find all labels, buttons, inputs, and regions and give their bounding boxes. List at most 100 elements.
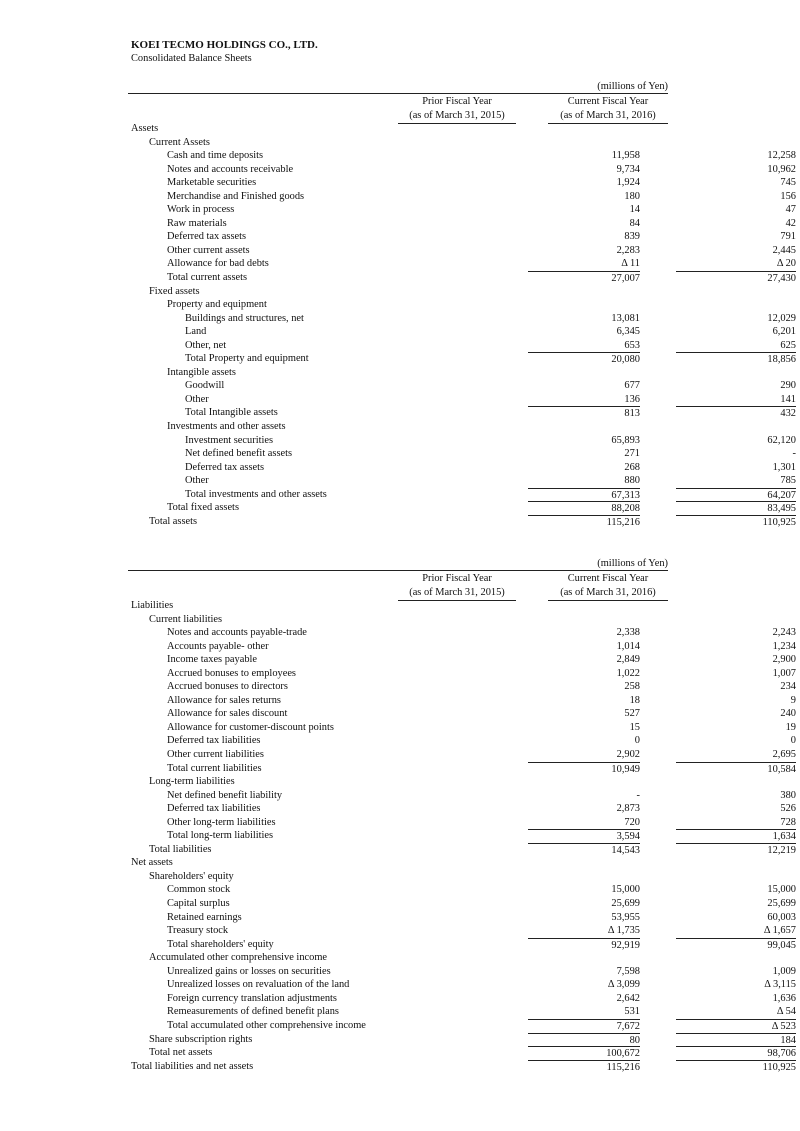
prior-value: 653 <box>624 339 640 351</box>
row-label: Total investments and other assets <box>185 488 327 500</box>
current-value: 2,445 <box>772 244 796 256</box>
prior-value: 115,216 <box>528 514 640 529</box>
row-label: Goodwill <box>185 380 225 392</box>
prior-value: 720 <box>624 816 640 828</box>
table-row: Other 880 785 <box>128 474 796 488</box>
row-label: Other <box>185 393 209 405</box>
row-label: Land <box>185 326 207 338</box>
table-row: Total fixed assets 88,208 83,495 <box>128 501 796 515</box>
table-row: Land 6,345 6,201 <box>128 325 796 339</box>
row-label: Allowance for customer-discount points <box>167 721 334 733</box>
table-row: Deferred tax assets 268 1,301 <box>128 461 796 475</box>
prior-value: Δ 3,099 <box>607 979 640 991</box>
prior-value: 25,699 <box>611 898 640 910</box>
row-label: Unrealized gains or losses on securities <box>167 965 331 977</box>
row-label: Investment securities <box>185 434 274 446</box>
current-value: 1,007 <box>772 667 796 679</box>
prior-year-header: Prior Fiscal Year (as of March 31, 2015) <box>398 95 516 124</box>
table-row: Share subscription rights 80 184 <box>128 1032 796 1047</box>
row-label: Shareholders' equity <box>149 870 234 882</box>
table-row: Other current assets 2,283 2,445 <box>128 244 796 258</box>
current-value: 745 <box>780 177 796 189</box>
table-row: Other 136 141 <box>128 393 796 407</box>
table-row: Marketable securities 1,924 745 <box>128 176 796 190</box>
prior-value: 20,080 <box>528 352 640 366</box>
current-value: 156 <box>780 190 796 202</box>
liabilities-rows: Liabilities Current liabilities Notes and … <box>128 599 796 1073</box>
table-row: Other current liabilities 2,902 2,695 <box>128 748 796 762</box>
table-row: Accrued bonuses to employees 1,022 1,007 <box>128 667 796 681</box>
row-label: Assets <box>131 123 159 134</box>
table-row: Current liabilities <box>128 613 668 627</box>
table-row: Investment securities 65,893 62,120 <box>128 434 796 448</box>
current-value: 10,962 <box>767 163 796 175</box>
row-label: Accumulated other comprehensive income <box>149 952 328 964</box>
prior-value: 53,955 <box>611 911 640 923</box>
row-label: Total current assets <box>167 272 248 284</box>
prior-value: 1,022 <box>616 667 640 679</box>
prior-value: 531 <box>624 1006 640 1018</box>
current-value: 47 <box>785 204 796 216</box>
table-row: Total current liabilities 10,949 10,584 <box>128 761 796 776</box>
prior-value: 2,642 <box>616 992 640 1004</box>
prior-value: 100,672 <box>528 1046 640 1060</box>
table-row: Cash and time deposits 11,958 12,258 <box>128 149 796 163</box>
table-row: Unrealized losses on revaluation of the … <box>128 978 796 992</box>
row-label: Allowance for bad debts <box>167 258 269 270</box>
current-value: 526 <box>780 803 796 815</box>
current-value: 99,045 <box>676 937 796 952</box>
row-label: Notes and accounts receivable <box>167 163 294 175</box>
table-row: Capital surplus 25,699 25,699 <box>128 897 796 911</box>
row-label: Deferred tax liabilities <box>167 803 261 815</box>
row-label: Income taxes payable <box>167 654 258 666</box>
table-row: Buildings and structures, net 13,081 12,02… <box>128 312 796 326</box>
table-row: Notes and accounts receivable 9,734 10,962 <box>128 163 796 177</box>
current-value: 12,219 <box>676 842 796 857</box>
current-value: - <box>792 448 796 460</box>
row-label: Total shareholders' equity <box>167 938 274 950</box>
prior-value: 258 <box>624 681 640 693</box>
table-row: Goodwill 677 290 <box>128 379 796 393</box>
table-row: Net defined benefit assets 271 - <box>128 447 796 461</box>
row-label: Total fixed assets <box>167 502 239 514</box>
prior-value: 880 <box>624 475 640 487</box>
table-row: Accrued bonuses to directors 258 234 <box>128 680 796 694</box>
row-label: Treasury stock <box>167 925 229 937</box>
current-value: 240 <box>780 708 796 720</box>
row-label: Share subscription rights <box>149 1033 253 1045</box>
prior-value: 14 <box>629 204 640 216</box>
prior-value: 180 <box>624 190 640 202</box>
row-label: Total liabilities and net assets <box>131 1060 254 1072</box>
prior-value: 268 <box>624 461 640 473</box>
row-label: Current liabilities <box>149 613 223 625</box>
prior-value: Δ 1,735 <box>607 925 640 937</box>
table-row: Notes and accounts payable-trade 2,338 2,2… <box>128 626 796 640</box>
current-value: 1,009 <box>772 965 796 977</box>
liabilities-table: (millions of Yen) Prior Fiscal Year (as o… <box>128 557 796 1073</box>
table-row: Allowance for sales returns 18 9 <box>128 694 796 708</box>
prior-value: 88,208 <box>528 501 640 515</box>
table-row: Total current assets 27,007 27,430 <box>128 271 796 285</box>
table-row: Accounts payable- other 1,014 1,234 <box>128 640 796 654</box>
table-row: Total liabilities 14,543 12,219 <box>128 842 796 857</box>
column-headers: Prior Fiscal Year (as of March 31, 2015) … <box>128 571 668 601</box>
prior-value: 27,007 <box>528 271 640 285</box>
table-row: Other, net 653 625 <box>128 339 796 353</box>
prior-value: 65,893 <box>611 434 640 446</box>
table-row: Total long-term liabilities 3,594 1,634 <box>128 829 796 843</box>
current-value: 12,258 <box>767 150 796 162</box>
prior-value: 1,014 <box>616 640 640 652</box>
prior-value: 2,902 <box>616 749 640 761</box>
row-label: Remeasurements of defined benefit plans <box>167 1006 339 1018</box>
current-value: 728 <box>780 816 796 828</box>
prior-value: 13,081 <box>611 312 640 324</box>
row-label: Current Assets <box>149 136 210 148</box>
row-label: Foreign currency translation adjustments <box>167 992 337 1004</box>
row-label: Total current liabilities <box>167 762 262 774</box>
row-label: Net defined benefit liability <box>167 789 283 801</box>
table-row: Total accumulated other comprehensive in… <box>128 1018 796 1033</box>
table-row: Other long-term liabilities 720 728 <box>128 816 796 830</box>
row-label: Marketable securities <box>167 177 257 189</box>
current-value: 380 <box>780 789 796 801</box>
